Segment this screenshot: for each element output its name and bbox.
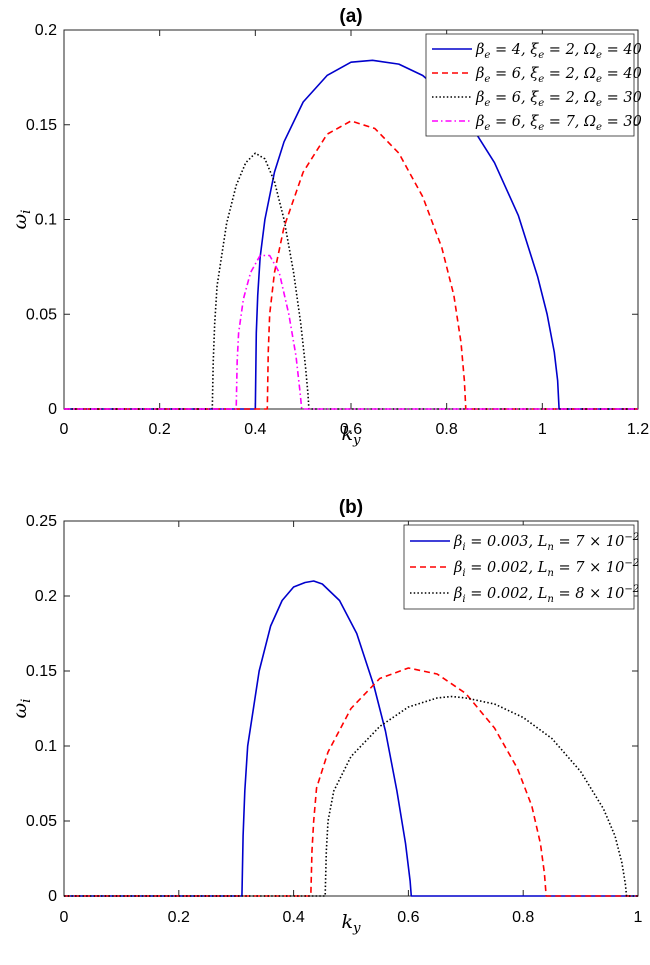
- legend-entry: βi = 0.002, Ln = 7 × 10−2: [453, 558, 639, 579]
- x-tick-label: 0.6: [340, 421, 362, 438]
- series-line-3: [64, 254, 638, 410]
- chart-title: (b): [339, 497, 363, 518]
- x-axis-label: ky: [341, 423, 361, 448]
- chart-panel-0: (a) 0 0.2 0.4 0.6 0.8 1 1.2 0 0.05 0.1 0.15 0.2 ky ωi β…: [9, 6, 649, 448]
- legend-entry: βe = 6, ξe = 7, Ωe = 30: [475, 114, 642, 133]
- x-tick-label: 0.4: [282, 909, 304, 926]
- series-line-2: [64, 695, 638, 897]
- series-line-1: [64, 667, 638, 897]
- x-tick-label: 0: [60, 909, 69, 926]
- legend-entry: βe = 6, ξe = 2, Ωe = 40: [475, 66, 642, 85]
- y-tick-label: 0.1: [35, 212, 57, 229]
- series-line-1: [64, 120, 638, 410]
- y-tick-label: 0.2: [35, 588, 57, 605]
- y-tick-label: 0.15: [26, 117, 57, 134]
- x-tick-label: 0: [60, 421, 69, 438]
- x-tick-label: 0.2: [149, 421, 171, 438]
- chart-panel-1: (b) 0 0.2 0.4 0.6 0.8 1 0 0.05 0.1 0.15 0.2 0.25 ky ωi…: [9, 497, 643, 936]
- y-tick-label: 0: [48, 401, 57, 418]
- legend-entry: βe = 6, ξe = 2, Ωe = 30: [475, 90, 642, 109]
- x-tick-label: 0.6: [397, 909, 419, 926]
- x-tick-label: 1: [634, 909, 643, 926]
- legend-entry: βe = 4, ξe = 2, Ωe = 40: [475, 42, 642, 61]
- x-tick-label: 1.2: [627, 421, 649, 438]
- series-line-0: [64, 59, 638, 410]
- y-tick-label: 0.05: [26, 813, 57, 830]
- y-tick-label: 0.05: [26, 306, 57, 323]
- x-tick-label: 0.2: [168, 909, 190, 926]
- x-tick-label: 0.8: [512, 909, 534, 926]
- chart-title: (a): [339, 6, 362, 27]
- legend: βe = 4, ξe = 2, Ωe = 40 βe = 6, ξe = 2, Ω…: [425, 33, 642, 137]
- y-axis-label: ωi: [9, 210, 34, 230]
- legend-box: [425, 33, 635, 137]
- x-tick-label: 1: [538, 421, 547, 438]
- y-tick-label: 0: [48, 888, 57, 905]
- y-tick-label: 0.25: [26, 513, 57, 530]
- y-axis-label: ωi: [9, 699, 34, 719]
- x-axis-label: ky: [341, 911, 361, 936]
- y-tick-label: 0.2: [35, 22, 57, 39]
- x-tick-label: 0.4: [244, 421, 266, 438]
- series-line-0: [64, 580, 638, 897]
- y-tick-label: 0.15: [26, 663, 57, 680]
- x-tick-label: 0.8: [436, 421, 458, 438]
- legend-entry: βi = 0.002, Ln = 8 × 10−2: [453, 584, 639, 605]
- legend: βi = 0.003, Ln = 7 × 10−2 βi = 0.002, Ln …: [403, 524, 639, 610]
- series-line-2: [64, 152, 638, 410]
- y-tick-label: 0.1: [35, 738, 57, 755]
- legend-entry: βi = 0.003, Ln = 7 × 10−2: [453, 532, 639, 553]
